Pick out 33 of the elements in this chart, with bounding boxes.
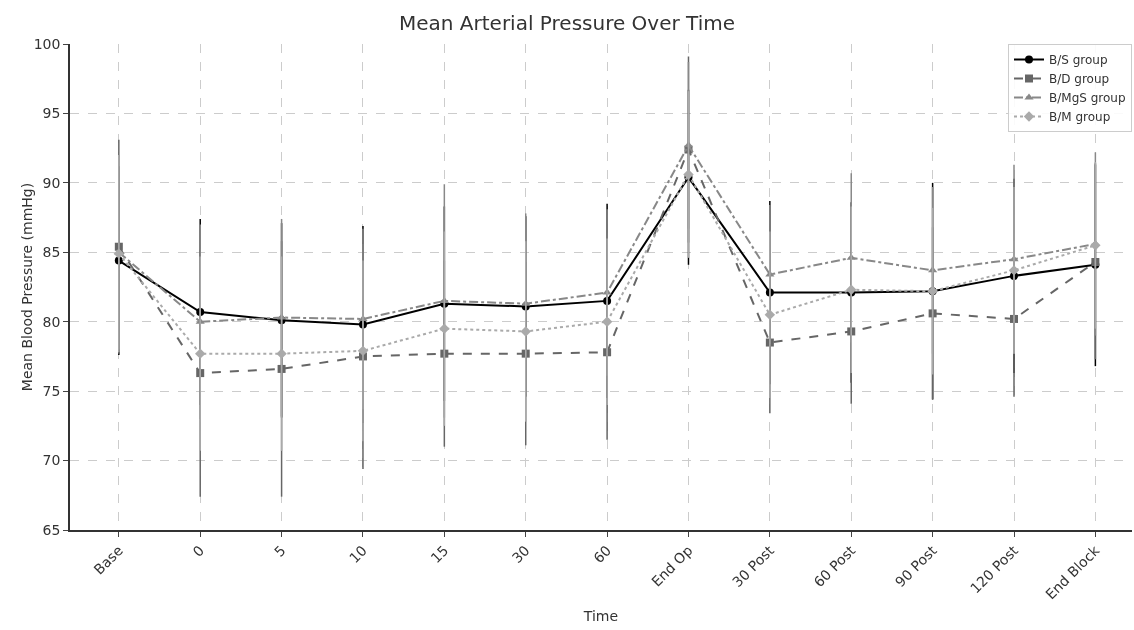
point [601, 316, 613, 327]
x-tick-label: 15 [427, 542, 452, 567]
legend-label: B/M group [1049, 110, 1111, 125]
point [1008, 265, 1020, 276]
point [764, 309, 776, 320]
point [846, 284, 857, 295]
y-tick-label: 85 [42, 244, 61, 261]
legend-label: B/D group [1049, 72, 1110, 87]
point [357, 345, 369, 357]
x-tick-label: 0 [189, 542, 208, 560]
point [683, 169, 694, 180]
x-tick-label: 10 [346, 542, 371, 567]
point [520, 326, 531, 337]
y-tick-label: 100 [33, 35, 61, 52]
point [276, 348, 287, 359]
point [195, 348, 206, 359]
chart-title: Mean Arterial Pressure Over Time [398, 10, 736, 35]
x-tick-label: 30 [508, 542, 533, 567]
point [1090, 240, 1101, 251]
point [439, 323, 450, 334]
y-tick-label: 80 [42, 313, 61, 330]
y-tick-label: 65 [42, 521, 61, 538]
x-tick-label: 60 [590, 542, 615, 567]
x-axis-title: Time [582, 608, 619, 625]
legend-label: B/MgS group [1049, 91, 1126, 106]
y-axis-title: Mean Blood Pressure (mmHg) [18, 182, 35, 392]
y-tick-label: 90 [42, 174, 61, 191]
point [113, 248, 125, 259]
y-tick-label: 75 [42, 383, 61, 400]
y-tick-label: 70 [42, 452, 61, 469]
legend-label: B/S group [1049, 53, 1108, 68]
x-tick-label: 5 [271, 542, 289, 560]
y-tick-label: 95 [42, 105, 61, 122]
